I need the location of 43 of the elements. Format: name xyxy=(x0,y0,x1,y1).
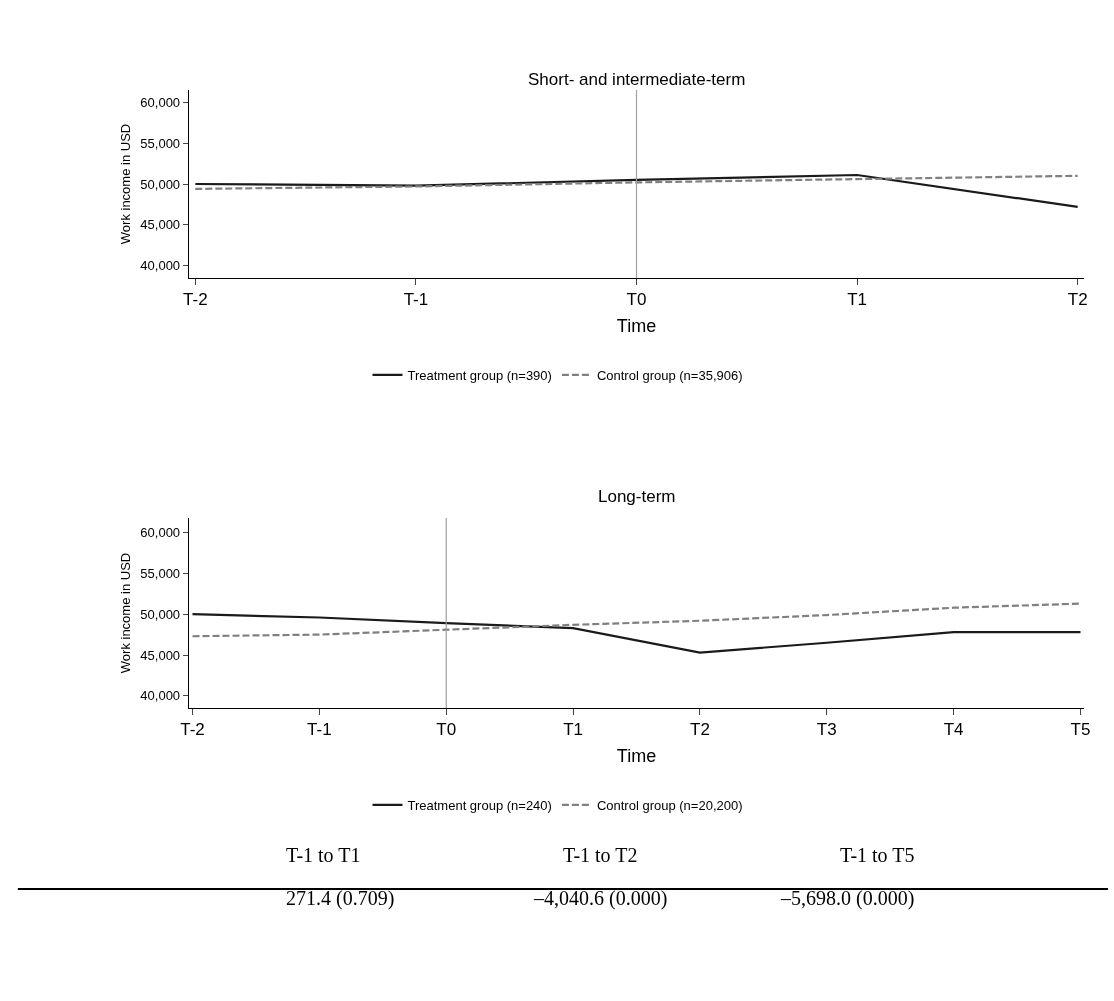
y-tick-label: 60,000 xyxy=(140,525,181,541)
x-tick-label: T4 xyxy=(943,720,964,740)
x-tick-label: T0 xyxy=(436,720,457,740)
legend-label: Treatment group (n=240) xyxy=(407,798,552,814)
x-tick-label: T5 xyxy=(1070,720,1091,740)
x-tick-label: T1 xyxy=(847,290,868,310)
x-tick-label: T2 xyxy=(690,720,710,740)
text: T-1 to T2 xyxy=(563,844,638,866)
chart-title: Short- and intermediate-term xyxy=(528,70,746,89)
text: T-1 to T1 xyxy=(286,844,361,866)
line-series xyxy=(191,613,1082,654)
text: 271.4 (0.709) xyxy=(286,887,395,910)
y-tick-label: 55,000 xyxy=(140,135,181,151)
line-series xyxy=(194,173,1079,208)
x-tick-label: T3 xyxy=(816,720,837,740)
line-series xyxy=(191,602,1082,638)
text: –5,698.0 (0.000) xyxy=(780,887,915,910)
x-tick-label: T2 xyxy=(1067,290,1088,310)
y-axis-title: Work income in USD xyxy=(118,123,134,245)
x-axis-title: Time xyxy=(616,315,657,336)
y-tick-label: 45,000 xyxy=(140,217,181,233)
x-tick-label: T-1 xyxy=(403,290,429,310)
y-tick-label: 40,000 xyxy=(140,688,181,704)
line-series xyxy=(194,174,1079,190)
chart-title: Long-term xyxy=(598,487,676,506)
x-tick-label: T-2 xyxy=(180,720,205,740)
y-tick-label: 50,000 xyxy=(140,176,181,192)
y-tick-label: 50,000 xyxy=(140,606,181,622)
x-tick-label: T0 xyxy=(626,290,647,310)
x-axis-title: Time xyxy=(616,745,657,766)
y-tick-label: 45,000 xyxy=(140,647,181,663)
text: T-1 to T5 xyxy=(840,844,915,866)
legend-label: Control group (n=20,200) xyxy=(596,798,743,814)
text: –4,040.6 (0.000) xyxy=(533,887,668,910)
legend-label: Treatment group (n=390) xyxy=(407,368,552,384)
legend-label: Control group (n=35,906) xyxy=(596,368,743,384)
y-tick-label: 55,000 xyxy=(140,566,181,581)
y-tick-label: 60,000 xyxy=(140,94,181,110)
x-tick-label: T-2 xyxy=(183,290,208,310)
y-axis-title: Work income in USD xyxy=(118,552,134,674)
x-tick-label: T-1 xyxy=(307,720,332,740)
y-tick-label: 40,000 xyxy=(140,258,181,274)
x-tick-label: T1 xyxy=(563,720,583,740)
